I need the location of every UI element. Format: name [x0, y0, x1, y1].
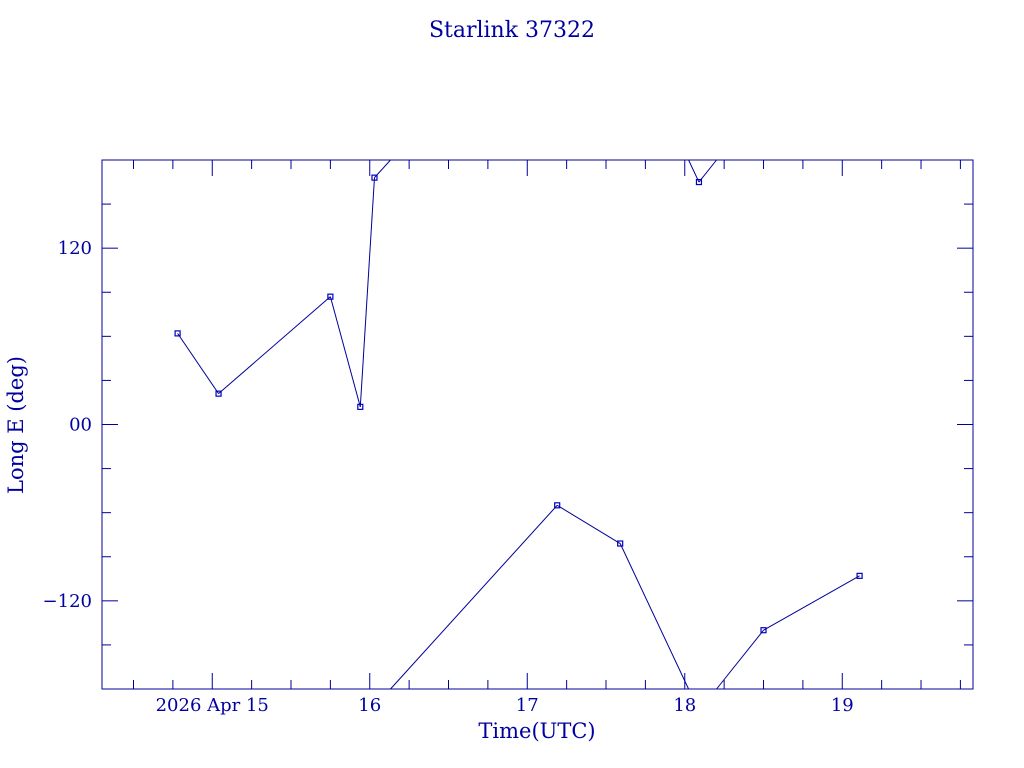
data-point [327, 293, 334, 300]
data-point [215, 390, 222, 397]
series-segment [619, 543, 690, 690]
series-lines [177, 159, 860, 690]
x-tick-label: 18 [673, 695, 696, 716]
data-point [617, 540, 624, 547]
y-axis-ticks [102, 203, 973, 646]
data-point [695, 178, 703, 186]
data-point [554, 502, 561, 509]
y-tick-label: 00 [69, 415, 92, 436]
x-tick-label: 2026 Apr 15 [156, 695, 269, 716]
data-point [371, 174, 378, 181]
series-segment [218, 296, 331, 395]
data-point [856, 572, 863, 579]
series-segment [763, 575, 860, 631]
series-segment [359, 177, 375, 407]
x-axis-label: Time(UTC) [478, 719, 595, 743]
plot-frame [101, 159, 974, 690]
y-axis-label: Long E (deg) [4, 356, 28, 494]
series-points [174, 174, 863, 634]
chart-title: Starlink 37322 [429, 18, 595, 43]
y-axis-tick-labels: 120 00 −120 [43, 238, 92, 612]
y-tick-label: −120 [43, 591, 92, 612]
x-axis-tick-labels: 2026 Apr 15 16 17 18 19 [156, 695, 854, 716]
data-point [760, 627, 767, 634]
x-tick-label: 16 [358, 695, 381, 716]
series-segment [716, 629, 764, 690]
x-tick-label: 17 [516, 695, 539, 716]
series-segment [390, 504, 558, 690]
y-tick-label: 120 [58, 238, 92, 259]
series-segment [177, 333, 219, 394]
series-segment [688, 159, 700, 183]
series-segment [329, 296, 361, 407]
series-segment [556, 504, 621, 544]
x-tick-label: 19 [831, 695, 854, 716]
data-point [174, 330, 181, 337]
x-axis-ticks [133, 160, 961, 689]
data-point [357, 403, 364, 410]
series-segment [698, 159, 717, 183]
